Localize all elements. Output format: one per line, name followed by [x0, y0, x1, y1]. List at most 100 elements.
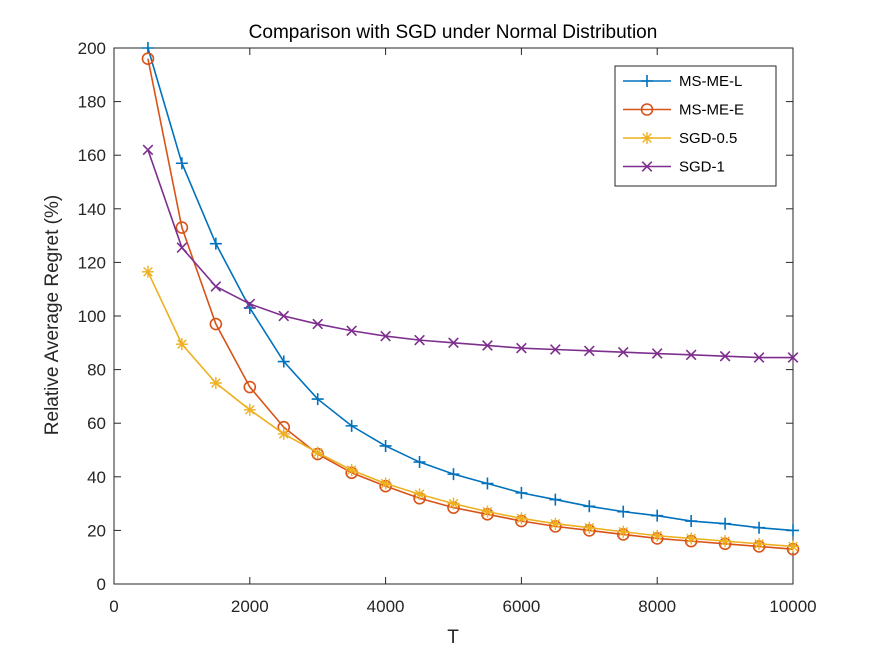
x-axis-label: T	[447, 627, 459, 648]
data-point	[787, 524, 799, 537]
data-point	[482, 340, 493, 351]
data-point	[583, 500, 596, 513]
data-point	[175, 221, 189, 234]
data-point	[209, 377, 222, 389]
data-point	[311, 393, 324, 406]
data-point	[719, 535, 732, 548]
data-point	[345, 419, 358, 432]
series-sgd-1	[142, 144, 799, 363]
series-ms-me-l	[141, 42, 799, 537]
series-ms-me-e	[141, 52, 800, 556]
data-point	[651, 509, 664, 522]
data-point	[651, 348, 663, 359]
y-tick-label: 100	[78, 307, 106, 326]
data-point	[753, 352, 765, 363]
data-point	[447, 497, 460, 510]
data-point	[719, 350, 731, 362]
data-point	[277, 355, 290, 368]
series-line	[147, 149, 793, 359]
data-point	[617, 525, 630, 538]
data-point	[753, 521, 766, 534]
y-tick-label: 0	[97, 575, 106, 594]
legend-marker	[641, 75, 653, 87]
data-point	[379, 439, 392, 452]
data-point	[515, 512, 528, 525]
y-tick-label: 80	[87, 361, 106, 380]
data-point	[549, 493, 562, 506]
chart-title: Comparison with SGD under Normal Distrib…	[249, 22, 658, 43]
data-point	[312, 318, 324, 330]
y-tick-label: 200	[78, 39, 106, 58]
y-tick-label: 60	[87, 414, 106, 433]
data-point	[413, 488, 426, 501]
data-point	[685, 515, 698, 528]
x-tick-label: 6000	[502, 597, 540, 616]
data-point	[685, 349, 697, 361]
x-tick-label: 8000	[638, 597, 676, 616]
series-sgd-0-5	[141, 265, 799, 553]
legend-item: MS-ME-L	[623, 73, 742, 90]
data-point	[549, 517, 562, 530]
data-point	[278, 310, 290, 322]
data-point	[753, 537, 766, 550]
data-point	[142, 144, 154, 156]
y-tick-label: 20	[87, 521, 106, 540]
legend-label: SGD-0.5	[679, 130, 737, 147]
data-point	[448, 337, 459, 349]
data-point	[414, 334, 425, 346]
y-tick-label: 40	[87, 468, 106, 487]
data-point	[141, 42, 154, 54]
legend: MS-ME-L MS-ME-E SGD-0.5 SGD-1	[614, 65, 777, 187]
y-tick-label: 180	[78, 93, 106, 112]
legend-item: SGD-1	[623, 159, 725, 176]
data-point	[141, 52, 155, 66]
data-point	[481, 477, 494, 490]
x-tick-label: 0	[109, 597, 118, 616]
data-point	[175, 157, 188, 170]
data-point	[685, 532, 698, 545]
data-point	[380, 330, 391, 342]
data-point	[210, 281, 222, 292]
data-point	[617, 505, 630, 518]
legend-marker	[641, 161, 653, 172]
x-tick-label: 4000	[367, 597, 405, 616]
data-point	[243, 403, 256, 416]
y-tick-label: 120	[78, 253, 106, 272]
data-point	[209, 237, 222, 250]
data-point	[141, 265, 154, 278]
data-point	[549, 344, 561, 355]
data-point	[719, 517, 732, 530]
y-axis-label: Relative Average Regret (%)	[42, 195, 63, 435]
y-tick-label: 140	[78, 200, 106, 219]
data-point	[277, 427, 290, 440]
data-point	[346, 325, 358, 337]
legend-marker	[641, 132, 653, 144]
x-tick-label: 10000	[769, 597, 816, 616]
data-point	[311, 446, 324, 459]
legend-item: MS-ME-E	[623, 102, 744, 119]
data-point	[787, 352, 799, 363]
data-point	[175, 338, 188, 351]
series-line	[147, 47, 794, 532]
plot-area: 0 2000 4000 6000 8000 10000 0 20 40 60 80 100 120 140…	[78, 39, 817, 616]
legend-marker	[640, 103, 654, 116]
data-point	[209, 317, 223, 331]
data-point	[413, 456, 426, 469]
data-point	[379, 477, 392, 490]
data-point	[244, 298, 256, 310]
legend-label: SGD-1	[679, 159, 725, 176]
data-point	[176, 242, 188, 254]
x-tick-label: 2000	[231, 597, 269, 616]
data-point	[583, 521, 596, 534]
data-point	[583, 345, 595, 357]
data-point	[515, 486, 528, 499]
legend-label: MS-ME-L	[679, 73, 742, 90]
data-point	[787, 540, 799, 553]
data-point	[243, 380, 257, 394]
legend-item: SGD-0.5	[623, 130, 737, 147]
data-point	[651, 529, 664, 542]
y-tick-label: 160	[78, 146, 106, 165]
data-point	[447, 468, 460, 481]
data-point	[516, 342, 527, 354]
